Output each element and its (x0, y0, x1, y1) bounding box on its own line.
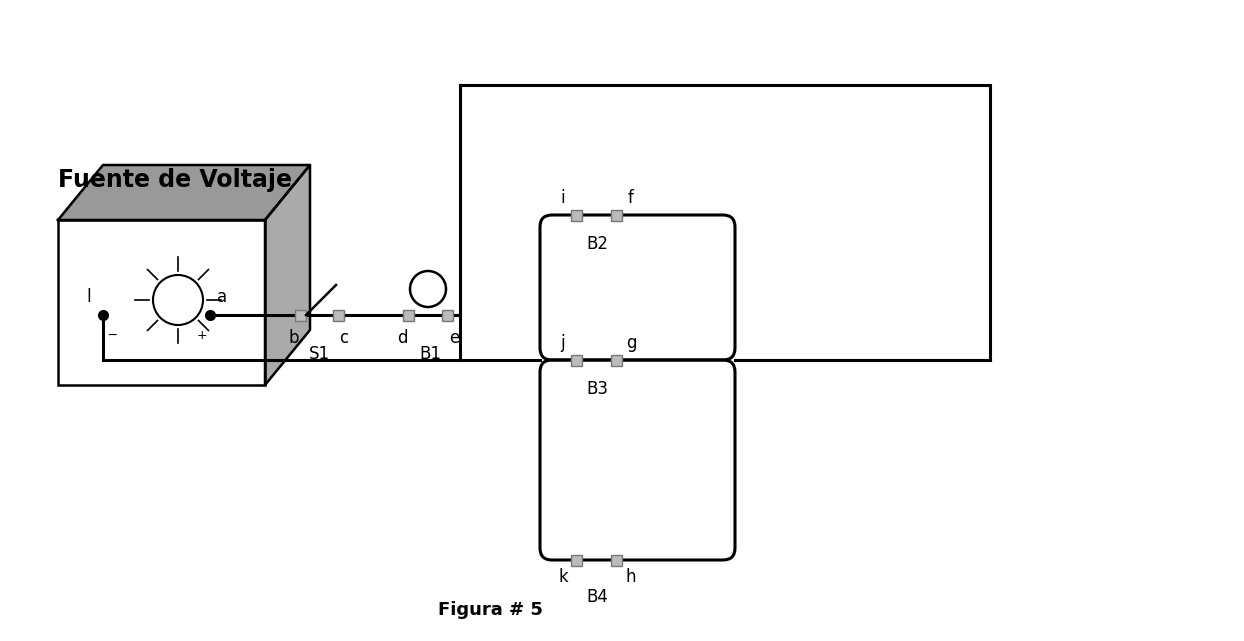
Bar (612, 354, 622, 365)
Circle shape (153, 275, 203, 325)
Bar (571, 554, 582, 565)
Text: b: b (289, 329, 300, 347)
Text: j: j (561, 334, 565, 352)
Text: B2: B2 (586, 235, 608, 253)
Text: +: + (197, 328, 208, 342)
Text: l: l (87, 288, 91, 306)
Bar (571, 210, 582, 221)
Text: i: i (561, 189, 565, 207)
Text: Fuente de Voltaje: Fuente de Voltaje (58, 168, 292, 192)
Polygon shape (265, 165, 310, 385)
Text: B3: B3 (586, 380, 608, 398)
Circle shape (411, 271, 447, 307)
Bar (403, 310, 413, 320)
Bar (58, 220, 265, 385)
Text: f: f (628, 189, 634, 207)
Bar (612, 554, 622, 565)
Text: h: h (626, 568, 636, 586)
Text: Figura # 5: Figura # 5 (438, 601, 542, 619)
Bar (612, 210, 622, 221)
Text: e: e (449, 329, 459, 347)
Text: S1: S1 (309, 345, 330, 363)
Text: c: c (340, 329, 348, 347)
Bar (332, 310, 343, 320)
Bar (571, 354, 582, 365)
Bar (443, 310, 454, 320)
Bar (295, 310, 306, 320)
Text: B4: B4 (586, 588, 608, 606)
Text: a: a (216, 288, 228, 306)
Text: g: g (626, 334, 636, 352)
Text: B1: B1 (419, 345, 442, 363)
Text: ─: ─ (108, 328, 116, 342)
Polygon shape (58, 165, 310, 220)
Text: d: d (397, 329, 407, 347)
Text: k: k (559, 568, 567, 586)
